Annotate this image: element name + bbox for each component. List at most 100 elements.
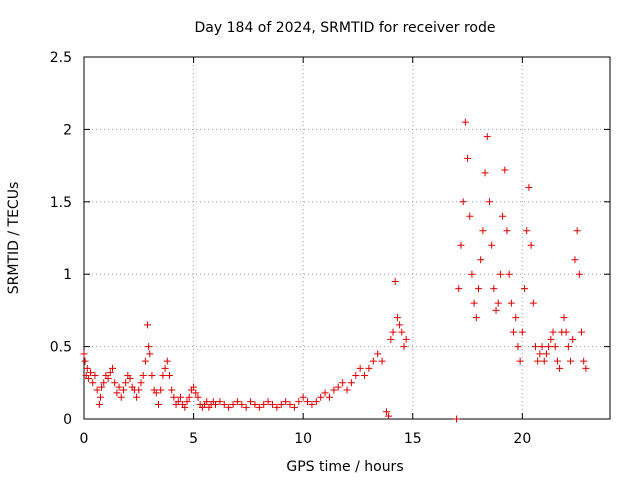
data-point xyxy=(122,379,130,387)
y-tick-label: 0 xyxy=(63,412,72,428)
data-point xyxy=(494,299,502,307)
data-point xyxy=(317,393,325,401)
data-point xyxy=(81,357,89,365)
data-point xyxy=(483,133,491,141)
data-point xyxy=(477,256,485,264)
data-point xyxy=(361,372,369,380)
data-point xyxy=(126,374,134,382)
data-point xyxy=(146,350,154,358)
data-point xyxy=(168,386,176,394)
data-point xyxy=(505,270,513,278)
x-tick-label: 15 xyxy=(404,431,422,447)
data-point xyxy=(183,398,191,406)
data-point xyxy=(83,364,91,372)
data-point xyxy=(80,350,88,358)
data-point xyxy=(475,285,482,293)
data-point xyxy=(238,401,246,409)
data-point xyxy=(492,306,500,314)
data-point xyxy=(106,369,114,377)
data-point xyxy=(556,364,564,372)
data-point xyxy=(518,328,526,336)
data-point xyxy=(512,314,520,322)
data-point xyxy=(393,314,401,322)
data-point xyxy=(540,357,548,365)
data-point xyxy=(115,383,123,391)
data-point xyxy=(321,389,329,397)
data-point xyxy=(264,398,272,406)
y-axis-label: SRMTID / TECUs xyxy=(6,182,22,295)
data-point xyxy=(545,343,553,351)
data-point xyxy=(137,379,145,387)
data-point xyxy=(542,350,550,358)
data-point xyxy=(260,401,268,409)
data-point xyxy=(100,379,108,387)
data-point xyxy=(457,241,465,249)
data-point xyxy=(159,372,167,380)
data-point xyxy=(334,383,342,391)
data-point xyxy=(396,321,404,329)
data-point xyxy=(488,241,496,249)
data-point xyxy=(155,401,163,409)
y-tick-label: 0.5 xyxy=(50,340,72,356)
data-point xyxy=(479,227,487,235)
data-point xyxy=(580,357,588,365)
data-point xyxy=(374,350,382,358)
data-point xyxy=(378,357,386,365)
data-point xyxy=(282,398,290,406)
data-point xyxy=(514,343,522,351)
data-point xyxy=(304,398,312,406)
data-point xyxy=(466,212,474,220)
data-point xyxy=(578,328,586,336)
data-point xyxy=(501,166,509,174)
data-point xyxy=(104,374,112,382)
x-tick-label: 10 xyxy=(294,431,312,447)
data-point xyxy=(516,357,524,365)
data-point xyxy=(496,270,504,278)
data-point xyxy=(247,398,255,406)
plot-frame xyxy=(83,56,611,420)
data-point xyxy=(203,398,211,406)
data-point xyxy=(108,364,116,372)
data-point xyxy=(111,379,119,387)
data-point xyxy=(135,386,143,394)
data-point xyxy=(96,393,104,401)
data-point xyxy=(113,389,121,397)
data-point xyxy=(571,256,579,264)
data-point xyxy=(523,227,531,235)
data-point xyxy=(330,386,338,394)
data-point xyxy=(165,372,173,380)
data-point xyxy=(251,401,259,409)
data-point xyxy=(255,403,263,411)
data-point xyxy=(389,328,397,336)
data-point xyxy=(582,364,590,372)
data-point xyxy=(139,372,147,380)
data-point xyxy=(157,386,165,394)
data-point xyxy=(233,398,241,406)
data-point xyxy=(176,393,184,401)
grid-lines xyxy=(84,57,610,419)
y-tick-label: 1.5 xyxy=(50,195,72,211)
data-point xyxy=(277,401,285,409)
data-point xyxy=(549,328,557,336)
data-point xyxy=(382,408,390,416)
data-point xyxy=(141,357,149,365)
data-point xyxy=(538,343,546,351)
data-point xyxy=(510,328,518,336)
data-point xyxy=(144,321,152,329)
data-point xyxy=(290,403,298,411)
data-point xyxy=(170,393,178,401)
x-tick-label: 0 xyxy=(80,431,89,447)
data-point xyxy=(273,403,281,411)
data-point xyxy=(531,343,539,351)
data-point xyxy=(464,154,472,162)
data-point xyxy=(181,403,189,411)
data-point xyxy=(339,379,347,387)
data-point xyxy=(459,198,467,206)
data-point xyxy=(212,401,219,409)
data-point xyxy=(117,393,125,401)
data-point xyxy=(91,372,99,380)
data-point xyxy=(490,285,498,293)
data-point xyxy=(468,270,476,278)
data-point xyxy=(356,364,364,372)
data-point xyxy=(503,227,511,235)
